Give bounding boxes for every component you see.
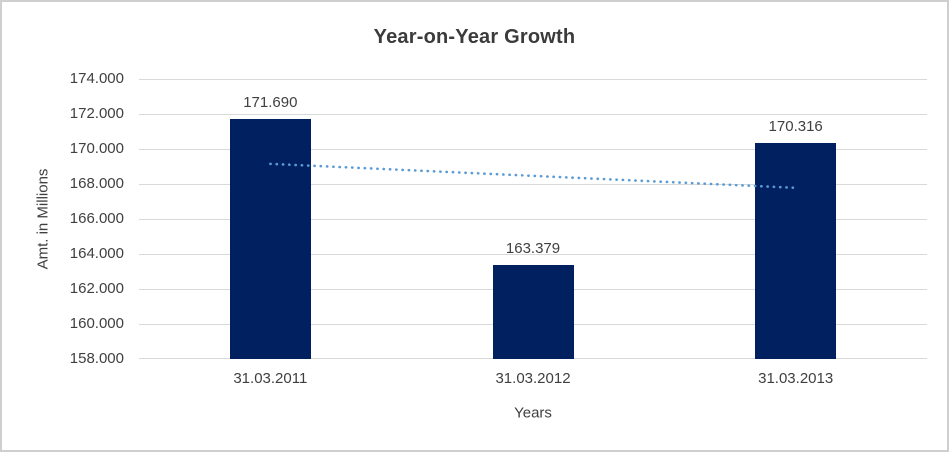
gridline <box>139 114 927 115</box>
y-tick-label: 172.000 <box>69 105 124 122</box>
bar-31.03.2012 <box>492 264 574 359</box>
gridline <box>139 219 927 220</box>
x-tick-label: 31.03.2011 <box>233 370 308 387</box>
y-tick-label: 158.000 <box>69 350 124 367</box>
plot-area: 171.690 163.379 170.316 <box>139 79 927 359</box>
y-tick-label: 168.000 <box>69 175 124 192</box>
x-tick-label: 31.03.2012 <box>495 370 571 387</box>
gridline <box>139 79 927 80</box>
bar-data-label: 171.690 <box>243 94 298 112</box>
bar-31.03.2011 <box>229 119 311 359</box>
gridline <box>139 149 927 150</box>
gridline <box>139 254 927 255</box>
trendline <box>269 162 797 190</box>
y-tick-label: 174.000 <box>69 70 124 87</box>
bar-data-label: 163.379 <box>505 239 561 257</box>
y-tick-label: 162.000 <box>69 280 124 297</box>
gridline <box>139 184 927 185</box>
bar-31.03.2013 <box>755 143 837 359</box>
y-tick-label: 164.000 <box>69 245 124 262</box>
x-axis-title: Years <box>514 404 552 422</box>
y-tick-label: 160.000 <box>69 315 124 332</box>
chart-title: Year-on-Year Growth <box>373 26 576 48</box>
x-tick-label: 31.03.2013 <box>758 370 834 387</box>
y-tick-label: 170.000 <box>69 140 124 157</box>
bar-data-label: 170.316 <box>768 118 823 136</box>
y-tick-label: 166.000 <box>69 210 124 227</box>
